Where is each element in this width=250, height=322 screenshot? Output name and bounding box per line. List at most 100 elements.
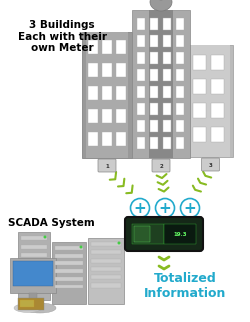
Bar [193, 103, 206, 118]
Bar [21, 236, 47, 240]
Bar [91, 267, 121, 271]
Bar [137, 86, 145, 98]
Bar [10, 258, 56, 293]
Bar [176, 69, 184, 81]
FancyBboxPatch shape [98, 159, 116, 172]
Bar [91, 259, 121, 263]
Bar [88, 40, 98, 54]
Bar [102, 63, 112, 77]
Text: +: + [159, 201, 172, 215]
Bar [163, 103, 171, 115]
Bar [116, 63, 126, 77]
Bar [132, 10, 190, 158]
Bar [211, 55, 224, 70]
Bar [163, 86, 171, 98]
Bar [176, 120, 184, 132]
Bar [21, 253, 47, 257]
Bar [23, 299, 43, 302]
Circle shape [130, 198, 150, 217]
Bar [163, 120, 171, 132]
Bar [86, 32, 128, 158]
Bar [116, 109, 126, 123]
Text: 3: 3 [208, 163, 212, 167]
Text: SCADA System: SCADA System [8, 218, 95, 228]
Bar [163, 35, 171, 47]
Bar [188, 45, 233, 157]
Bar [55, 254, 83, 258]
Bar [150, 35, 158, 47]
Circle shape [156, 198, 174, 217]
Bar [193, 55, 206, 70]
Bar [176, 103, 184, 115]
Bar [102, 109, 112, 123]
Bar [88, 132, 98, 146]
Bar [55, 246, 83, 250]
Bar [88, 109, 98, 123]
Text: +: + [134, 201, 146, 215]
Bar [102, 86, 112, 100]
Bar [55, 285, 83, 289]
Bar [176, 35, 184, 47]
Bar [176, 18, 184, 30]
Bar [137, 18, 145, 30]
Bar [21, 270, 47, 275]
Bar [193, 127, 206, 142]
Bar [150, 86, 158, 98]
Bar [137, 137, 145, 149]
Bar [20, 300, 34, 307]
Text: Totalized
Information: Totalized Information [144, 272, 226, 300]
Bar [163, 137, 171, 149]
Circle shape [118, 242, 120, 244]
Bar [163, 52, 171, 64]
Text: +: + [184, 201, 196, 215]
Bar [150, 69, 158, 81]
Text: 3 Buildings
Each with their
own Meter: 3 Buildings Each with their own Meter [18, 20, 106, 53]
Text: 1: 1 [105, 164, 109, 168]
Bar [91, 275, 121, 279]
Bar [88, 86, 98, 100]
Bar [163, 18, 171, 30]
Bar [91, 250, 121, 254]
Bar [29, 293, 37, 299]
Bar [13, 261, 53, 286]
Bar [211, 103, 224, 118]
Bar [52, 242, 86, 304]
Text: 19.3: 19.3 [173, 232, 187, 236]
Bar [116, 40, 126, 54]
Bar [18, 298, 44, 310]
Bar [164, 224, 196, 244]
FancyBboxPatch shape [152, 159, 170, 172]
Bar [88, 238, 124, 304]
Bar [211, 79, 224, 94]
Bar [55, 277, 83, 281]
Bar [82, 32, 132, 158]
Bar [18, 232, 50, 300]
Bar [21, 262, 47, 266]
Bar [88, 63, 98, 77]
Bar [116, 86, 126, 100]
Bar [91, 242, 121, 246]
Bar [150, 103, 158, 115]
Bar [150, 137, 158, 149]
Bar [150, 52, 158, 64]
Ellipse shape [150, 0, 172, 11]
Bar [137, 35, 145, 47]
Bar [193, 79, 206, 94]
Bar [176, 52, 184, 64]
Bar [150, 18, 158, 30]
Circle shape [44, 235, 46, 239]
Bar [137, 69, 145, 81]
Text: 2: 2 [159, 164, 163, 168]
Bar [102, 132, 112, 146]
Bar [137, 103, 145, 115]
Ellipse shape [24, 303, 56, 313]
Bar [176, 137, 184, 149]
Bar [150, 120, 158, 132]
Bar [191, 45, 230, 157]
FancyBboxPatch shape [125, 217, 203, 251]
Bar [21, 245, 47, 249]
Circle shape [80, 245, 82, 249]
Bar [137, 120, 145, 132]
Bar [134, 226, 150, 242]
Bar [116, 132, 126, 146]
